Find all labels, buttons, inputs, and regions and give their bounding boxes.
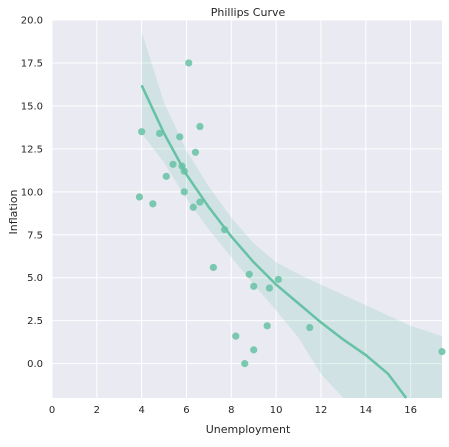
data-point-8 bbox=[180, 167, 188, 175]
data-point-0 bbox=[185, 59, 193, 67]
y-tick-label-3: 7.5 bbox=[27, 230, 43, 241]
y-tick-label-6: 15.0 bbox=[21, 101, 43, 112]
fit-line-layer bbox=[140, 84, 408, 399]
data-point-10 bbox=[180, 188, 188, 196]
y-tick-label-8: 20.0 bbox=[21, 16, 43, 27]
regression-line bbox=[140, 84, 408, 399]
data-point-17 bbox=[245, 270, 253, 278]
plot-background bbox=[52, 20, 442, 398]
y-tick-label-0: 0.0 bbox=[27, 359, 43, 370]
y-tick-label-1: 2.5 bbox=[27, 316, 43, 327]
data-point-1 bbox=[196, 122, 204, 131]
data-point-2 bbox=[138, 128, 146, 136]
x-axis-ticks: 0 2 4 6 8 10 12 14 16 bbox=[49, 405, 417, 416]
x-tick-label-6: 12 bbox=[315, 405, 328, 416]
y-tick-label-7: 17.5 bbox=[21, 58, 43, 69]
x-tick-label-2: 4 bbox=[138, 405, 144, 416]
data-point-18 bbox=[274, 275, 282, 284]
confidence-band bbox=[141, 32, 443, 398]
x-tick-label-4: 8 bbox=[228, 405, 234, 416]
data-point-6 bbox=[169, 160, 177, 168]
data-point-4 bbox=[176, 133, 184, 141]
y-tick-label-4: 10.0 bbox=[21, 187, 43, 198]
data-point-5 bbox=[191, 148, 200, 156]
data-point-24 bbox=[250, 346, 258, 354]
x-tick-label-5: 10 bbox=[270, 405, 283, 416]
x-tick-label-1: 2 bbox=[94, 405, 100, 416]
data-point-19 bbox=[250, 282, 258, 290]
data-point-13 bbox=[149, 200, 157, 208]
data-point-15 bbox=[220, 226, 229, 234]
data-point-9 bbox=[162, 172, 170, 180]
data-point-14 bbox=[189, 203, 197, 211]
x-tick-label-3: 6 bbox=[183, 405, 189, 416]
x-tick-label-0: 0 bbox=[49, 405, 55, 416]
scatter-points bbox=[135, 59, 446, 368]
data-point-16 bbox=[209, 263, 217, 272]
y-axis-title: Inflation bbox=[7, 190, 20, 235]
data-point-3 bbox=[155, 129, 164, 137]
data-point-11 bbox=[135, 193, 144, 201]
data-point-23 bbox=[232, 332, 240, 340]
data-point-26 bbox=[241, 360, 249, 368]
confidence-band-layer bbox=[141, 32, 443, 398]
x-tick-label-7: 14 bbox=[359, 405, 372, 416]
data-point-21 bbox=[263, 322, 271, 330]
data-point-20 bbox=[265, 284, 274, 292]
y-tick-label-2: 5.0 bbox=[27, 273, 43, 284]
data-point-25 bbox=[438, 348, 446, 356]
x-axis-title: Unemployment bbox=[206, 423, 291, 436]
y-tick-label-5: 12.5 bbox=[21, 144, 43, 155]
chart-title: Phillips Curve bbox=[211, 6, 286, 19]
data-point-12 bbox=[196, 198, 204, 206]
data-point-22 bbox=[306, 323, 314, 332]
x-tick-label-8: 16 bbox=[404, 405, 417, 416]
y-axis-ticks: 0.0 2.5 5.0 7.5 10.0 12.5 15.0 17.5 20.0 bbox=[21, 16, 43, 371]
